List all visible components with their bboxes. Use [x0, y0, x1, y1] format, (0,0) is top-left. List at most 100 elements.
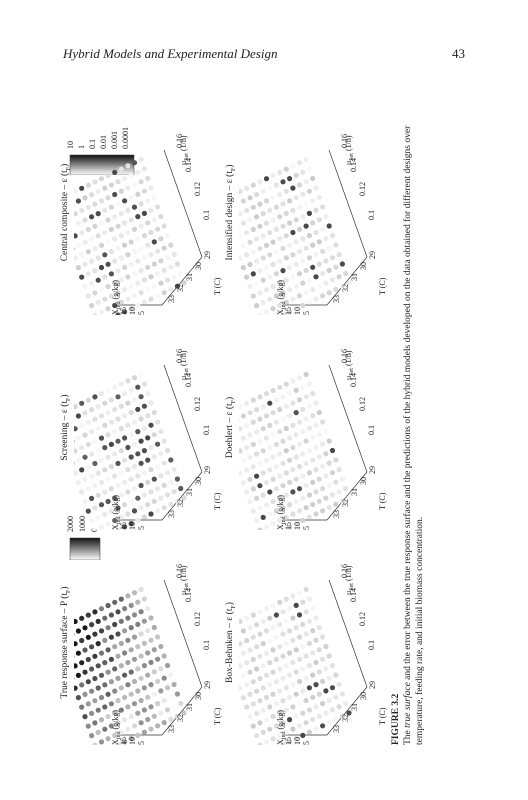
surface-dot — [267, 637, 273, 643]
surface-dot — [287, 694, 293, 700]
surface-dot — [273, 397, 280, 403]
surface-dot — [326, 653, 332, 659]
surface-dot — [131, 441, 138, 447]
surface-dot — [128, 432, 134, 438]
surface-dot — [290, 637, 296, 643]
surface-dot — [244, 704, 250, 710]
surface-dot — [316, 283, 322, 289]
surface-dot — [290, 682, 296, 688]
surface-dot — [174, 713, 181, 719]
surface-dot — [339, 691, 346, 697]
surface-dot — [257, 394, 263, 400]
surface-dot — [105, 195, 111, 201]
surface-dot — [247, 217, 253, 223]
surface-dot — [95, 448, 101, 454]
surface-dot — [333, 457, 339, 463]
surface-dot — [138, 482, 144, 489]
surface-dot — [89, 733, 95, 739]
surface-dot — [118, 255, 124, 261]
surface-dot — [240, 220, 246, 226]
surface-dot — [108, 204, 115, 210]
t-axis-line — [161, 471, 203, 521]
surface-dot — [131, 723, 138, 729]
surface-dot — [105, 217, 111, 223]
surface-dot — [280, 290, 286, 296]
surface-dot — [303, 156, 309, 163]
surface-dot — [270, 476, 276, 482]
surface-dot — [125, 511, 131, 517]
surface-dot — [329, 662, 336, 669]
surface-dot — [148, 274, 154, 280]
surface-dot — [287, 198, 293, 204]
surface-dot — [320, 463, 326, 469]
surface-dot — [257, 268, 263, 274]
surface-dot — [92, 720, 98, 726]
surface-dot — [306, 166, 313, 172]
surface-dot — [131, 248, 138, 255]
surface-dot — [85, 249, 91, 255]
surface-dot — [131, 508, 138, 514]
surface-dot — [290, 274, 296, 280]
surface-dot — [98, 479, 105, 486]
surface-dot — [171, 704, 177, 710]
surface-dot — [300, 666, 306, 672]
surface-dot — [270, 283, 276, 290]
surface-dot — [122, 672, 128, 678]
surface-dot — [257, 290, 263, 296]
surface-dot — [95, 210, 101, 217]
t-tick: 30 — [194, 262, 203, 270]
t-tick: 29 — [368, 681, 377, 689]
surface-dot — [95, 255, 101, 261]
surface-dot — [122, 391, 128, 397]
surface-dot — [300, 236, 306, 242]
surface-dot — [122, 435, 128, 441]
surface-dot — [128, 602, 134, 608]
surface-dot — [118, 233, 124, 239]
surface-dot — [280, 675, 286, 681]
surface-dot — [336, 251, 342, 258]
surface-dot — [254, 710, 260, 716]
surface-dot — [108, 634, 115, 640]
surface-dot — [141, 232, 148, 239]
surface-dot — [306, 596, 313, 602]
surface-dot — [115, 290, 121, 296]
surface-dot — [98, 435, 105, 441]
surface-dot — [300, 384, 306, 390]
surface-dot — [260, 618, 266, 624]
surface-dot — [287, 479, 293, 485]
surface-dot — [339, 261, 346, 267]
surface-dot — [280, 245, 286, 251]
surface-dot — [115, 505, 121, 511]
surface-dot — [273, 419, 280, 425]
surface-dot — [240, 264, 246, 271]
surface-dot — [293, 647, 299, 653]
surface-dot — [306, 514, 313, 520]
surface-dot — [293, 239, 299, 245]
surface-dot — [287, 628, 293, 634]
surface-dot — [270, 713, 276, 720]
surface-dot — [164, 492, 171, 498]
surface-dot — [105, 387, 111, 394]
surface-dot — [283, 166, 289, 172]
mu-tick: 0.14 — [349, 158, 358, 172]
surface-dot — [79, 637, 85, 644]
surface-dot — [145, 605, 151, 612]
surface-dot — [277, 384, 283, 390]
surface-dot — [343, 270, 349, 277]
surface-dot — [95, 685, 101, 691]
surface-dot — [346, 710, 352, 716]
surface-dot — [164, 707, 171, 713]
surface-dot — [89, 303, 95, 309]
surface-dot — [95, 663, 101, 669]
surface-dot — [287, 391, 293, 397]
surface-dot — [273, 656, 280, 662]
surface-dot — [303, 223, 309, 229]
surface-dot — [329, 685, 336, 691]
surface-dot — [138, 371, 144, 378]
t-axis-label: T (C) — [378, 707, 387, 725]
surface-dot — [115, 438, 121, 444]
surface-dot — [336, 681, 342, 688]
surface-dot — [326, 482, 332, 488]
surface-dot — [128, 691, 134, 697]
surface-dot — [277, 302, 283, 309]
